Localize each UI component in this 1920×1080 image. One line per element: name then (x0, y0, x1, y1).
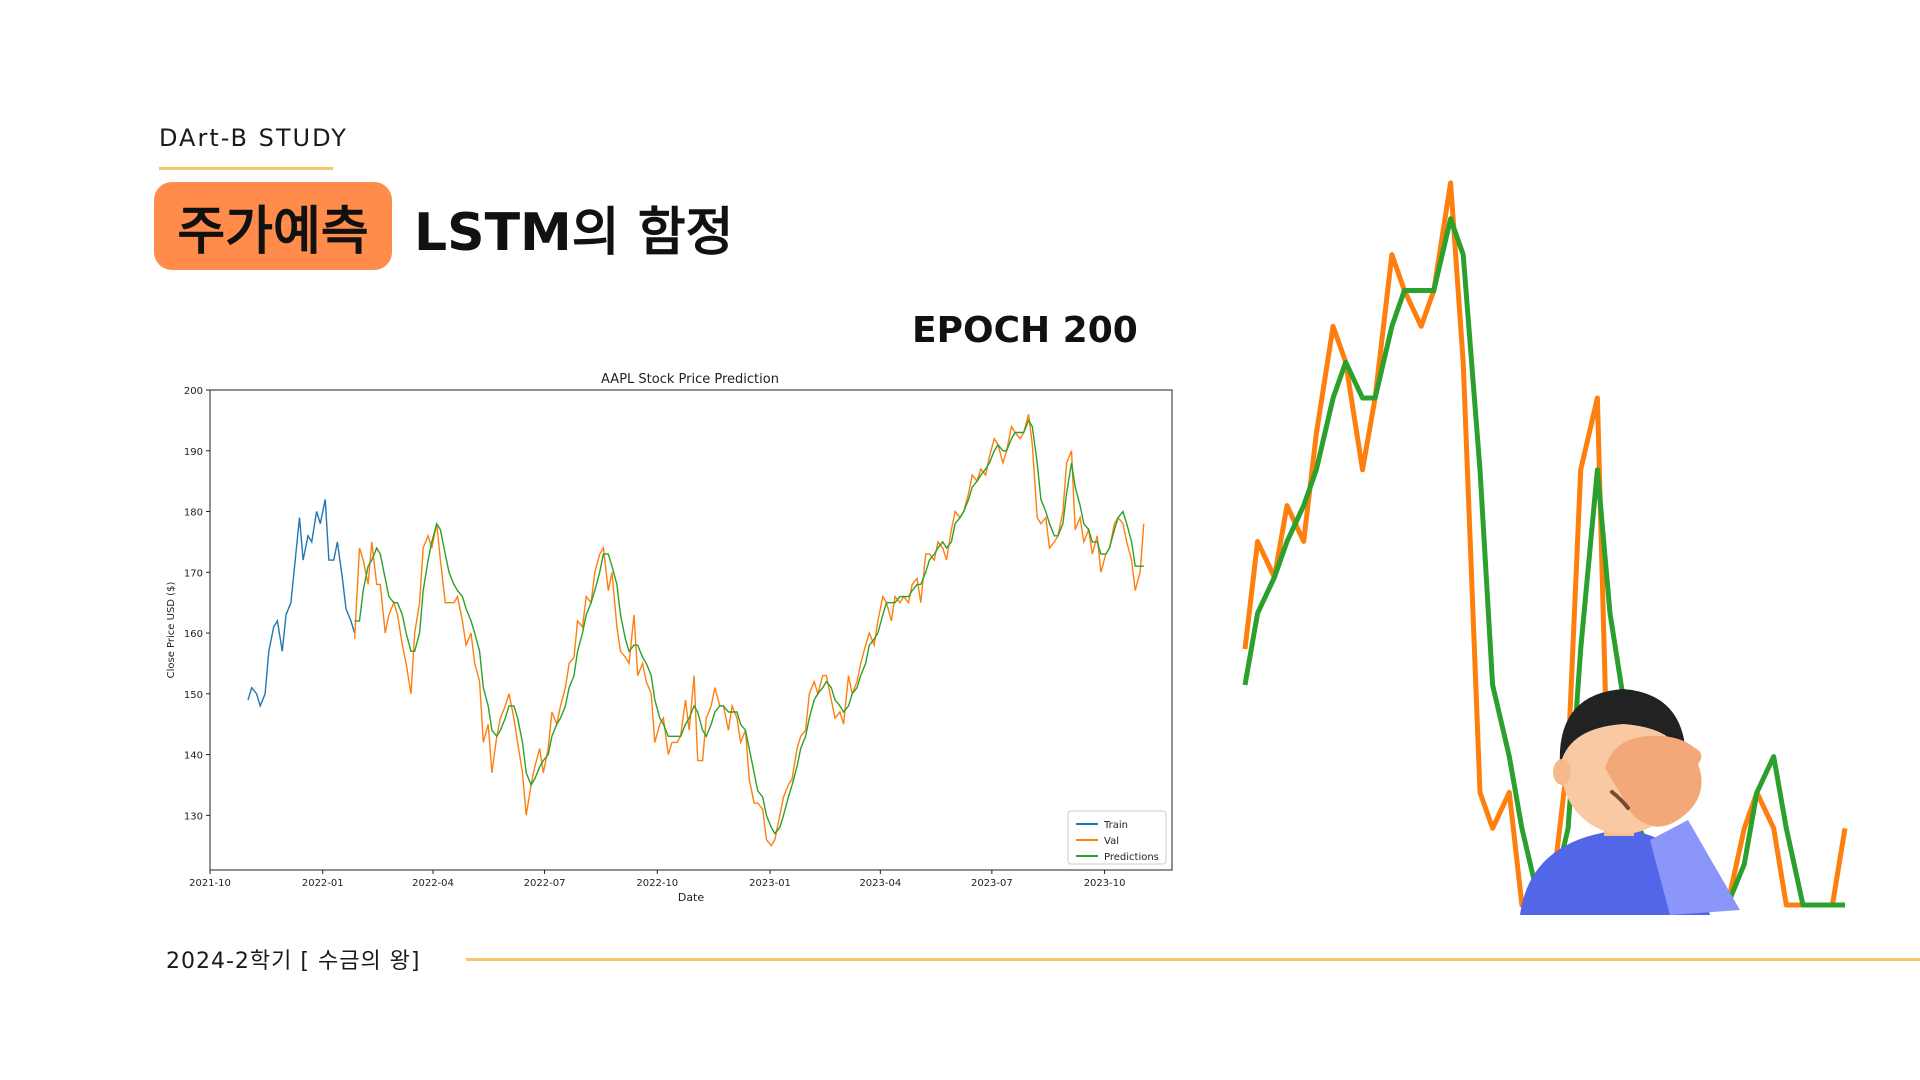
footer-rule (466, 958, 1920, 961)
y-tick-label: 130 (184, 811, 203, 822)
x-tick-label: 2022-10 (636, 878, 678, 889)
x-tick-label: 2021-10 (189, 878, 231, 889)
y-axis-ticks: 130 140 150 160 170 180 190 200 (184, 386, 210, 822)
x-tick-label: 2023-04 (859, 878, 901, 889)
y-axis-label: Close Price USD ($) (166, 582, 177, 679)
x-tick-label: 2023-10 (1084, 878, 1126, 889)
y-tick-label: 160 (184, 629, 203, 640)
series-line-train (247, 499, 356, 709)
epoch-label: EPOCH 200 (912, 310, 1138, 351)
y-tick-label: 180 (184, 508, 203, 519)
y-tick-label: 200 (184, 386, 203, 397)
x-tick-label: 2023-07 (971, 878, 1013, 889)
y-tick-label: 140 (184, 751, 203, 762)
study-label: DArt-B STUDY (159, 124, 348, 152)
slide-headline: LSTM의 함정 (414, 203, 734, 263)
legend-label-train: Train (1103, 820, 1128, 831)
facepalm-person-icon (1520, 689, 1740, 915)
study-underline (159, 167, 333, 170)
series-line-val (353, 414, 1145, 847)
x-tick-label: 2022-01 (302, 878, 344, 889)
x-tick-label: 2022-04 (412, 878, 454, 889)
plot-area (209, 389, 1173, 871)
x-axis-label: Date (678, 891, 705, 904)
chart-legend: Train Val Predictions (1067, 810, 1167, 865)
chart-title: AAPL Stock Price Prediction (601, 372, 779, 387)
footer-text: 2024-2학기 [ 수금의 왕] (166, 949, 421, 974)
stock-prediction-chart: AAPL Stock Price Prediction 130 140 150 160… (166, 372, 1173, 904)
x-tick-label: 2022-07 (524, 878, 566, 889)
y-tick-label: 190 (184, 447, 203, 458)
series-line-predictions (354, 418, 1144, 835)
legend-label-predictions: Predictions (1104, 852, 1159, 863)
legend-label-val: Val (1104, 836, 1119, 847)
y-tick-label: 170 (184, 568, 203, 579)
x-tick-label: 2023-01 (749, 878, 791, 889)
topic-badge: 주가예측 (154, 182, 392, 270)
y-tick-label: 150 (184, 690, 203, 701)
series-lines (247, 414, 1145, 847)
topic-badge-text: 주가예측 (177, 201, 369, 262)
x-axis-ticks: 2021-10 2022-01 2022-04 2022-07 2022-10 2023-… (189, 870, 1125, 889)
